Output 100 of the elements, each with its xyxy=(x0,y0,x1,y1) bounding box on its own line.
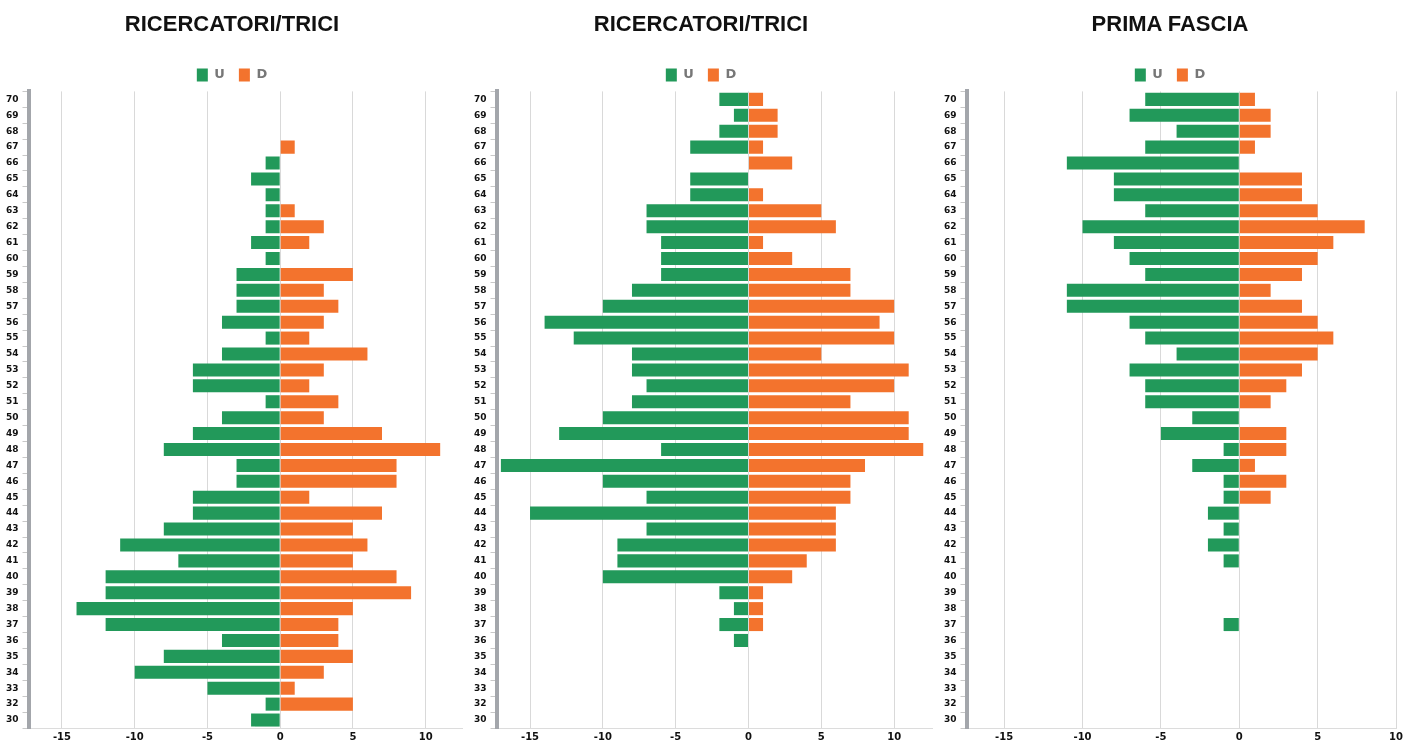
legend-label: D xyxy=(1194,66,1206,82)
bar xyxy=(236,267,280,281)
bar xyxy=(280,681,295,695)
x-tick-label: -5 xyxy=(670,730,682,742)
y-tick-label: 52 xyxy=(5,380,19,391)
bar xyxy=(1066,156,1239,170)
y-tick-label: 68 xyxy=(5,125,19,136)
x-tick-label: -10 xyxy=(125,730,144,742)
bar xyxy=(1239,108,1271,122)
bar xyxy=(690,140,748,154)
bar xyxy=(280,665,324,679)
y-tick-label: 41 xyxy=(5,555,19,566)
bar xyxy=(646,522,748,536)
bar xyxy=(1176,347,1239,361)
y-tick-label: 70 xyxy=(473,93,487,104)
bar xyxy=(748,204,822,218)
bar xyxy=(1129,363,1239,377)
bar xyxy=(748,618,764,632)
legend-label: U xyxy=(683,66,694,82)
bar xyxy=(530,506,748,520)
bar xyxy=(265,156,280,170)
bar xyxy=(1066,283,1239,297)
y-tick-label: 64 xyxy=(5,189,19,200)
bar xyxy=(559,427,748,441)
y-tick-label: 64 xyxy=(943,189,957,200)
x-tick-label: 0 xyxy=(1235,730,1243,742)
y-tick-label: 36 xyxy=(5,634,19,645)
bar xyxy=(236,474,280,488)
bar xyxy=(1239,267,1302,281)
bar xyxy=(661,236,748,250)
y-tick-label: 35 xyxy=(943,650,957,661)
bar xyxy=(1239,92,1255,106)
bar xyxy=(748,379,895,393)
bar xyxy=(192,427,280,441)
y-tick-label: 68 xyxy=(943,125,957,136)
x-tick-label: 5 xyxy=(349,730,357,742)
y-tick-label: 62 xyxy=(473,221,487,232)
y-tick-label: 68 xyxy=(473,125,487,136)
bar xyxy=(748,124,778,138)
y-tick-label: 67 xyxy=(473,141,487,152)
bar xyxy=(1145,267,1239,281)
bar xyxy=(1145,204,1239,218)
bar xyxy=(1239,363,1302,377)
y-tick-label: 51 xyxy=(943,396,957,407)
bar xyxy=(265,204,280,218)
y-tick-label: 69 xyxy=(473,109,487,120)
y-tick-label: 50 xyxy=(943,412,957,422)
bar xyxy=(280,602,353,616)
x-tick-label: 5 xyxy=(1314,730,1322,742)
bar xyxy=(1223,618,1239,632)
y-tick-label: 60 xyxy=(943,252,957,263)
y-tick-label: 58 xyxy=(943,284,957,295)
y-tick-label: 45 xyxy=(5,491,19,502)
bar xyxy=(280,474,397,488)
bar xyxy=(1192,458,1239,472)
y-tick-label: 40 xyxy=(943,571,957,582)
bar xyxy=(1113,188,1239,202)
bar xyxy=(748,156,793,170)
bar xyxy=(748,283,851,297)
bar xyxy=(544,315,748,329)
y-tick-label: 50 xyxy=(473,412,487,422)
bar xyxy=(748,236,764,250)
y-tick-label: 32 xyxy=(473,698,487,709)
bar xyxy=(1239,140,1255,154)
bar xyxy=(602,299,748,313)
bar xyxy=(280,267,353,281)
bar xyxy=(1239,331,1334,345)
y-tick-label: 70 xyxy=(943,93,957,104)
bar xyxy=(631,363,748,377)
y-tick-label: 41 xyxy=(943,555,957,566)
bar xyxy=(280,522,353,536)
bar xyxy=(1239,442,1287,457)
bar xyxy=(719,92,748,106)
y-tick-label: 63 xyxy=(943,205,957,216)
y-tick-label: 33 xyxy=(943,682,957,693)
y-tick-label: 59 xyxy=(473,268,487,279)
y-tick-label: 55 xyxy=(943,332,957,343)
bar xyxy=(1239,220,1365,234)
y-tick-label: 64 xyxy=(473,189,487,200)
bar xyxy=(748,315,880,329)
x-tick-label: -10 xyxy=(1073,730,1092,742)
chart-title: PRIMA FASCIA xyxy=(1091,11,1249,37)
y-tick-label: 39 xyxy=(943,587,957,598)
y-tick-label: 30 xyxy=(473,714,487,725)
y-tick-label: 46 xyxy=(5,475,19,486)
y-tick-label: 33 xyxy=(5,682,19,693)
bar xyxy=(748,347,822,361)
y-tick-label: 38 xyxy=(473,602,487,613)
bar xyxy=(661,267,748,281)
bar xyxy=(1239,124,1271,138)
y-tick-label: 47 xyxy=(473,459,487,470)
bar xyxy=(500,458,748,472)
bar xyxy=(280,299,339,313)
bar xyxy=(748,522,836,536)
y-tick-label: 57 xyxy=(473,300,487,311)
bar xyxy=(134,665,280,679)
bar xyxy=(1129,251,1239,266)
bar xyxy=(1239,251,1318,266)
bar xyxy=(748,331,895,345)
bar xyxy=(280,570,397,584)
